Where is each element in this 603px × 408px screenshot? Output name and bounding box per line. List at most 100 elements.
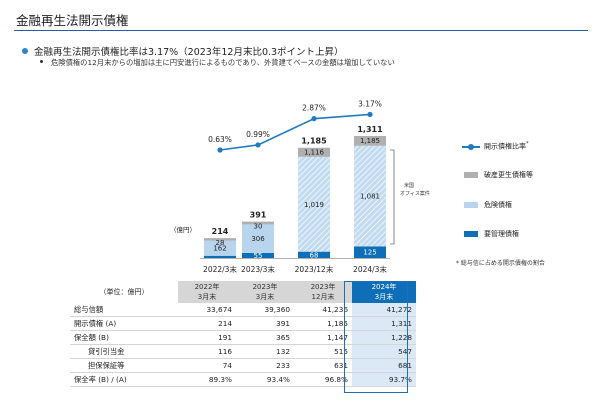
- table-cell: 93.7%: [352, 372, 416, 387]
- unit-label: （億円）: [170, 225, 196, 234]
- bar-value-label: 1,081: [360, 193, 380, 201]
- table-cell: 391: [236, 316, 294, 331]
- bar-segment: [298, 156, 330, 252]
- bar-value-label: 306: [251, 235, 265, 243]
- header-cell-highlight: 2024年 3月末: [352, 281, 416, 303]
- bracket-line: [390, 149, 395, 245]
- bullet-dot-icon: [22, 48, 28, 54]
- table-row: 貸引引当金 116 132 515 547: [70, 344, 416, 359]
- ratio-label: 0.63%: [208, 135, 232, 144]
- bracket-label: 米国: [404, 182, 414, 189]
- table-cell: 89.3%: [178, 372, 236, 387]
- table-cell: 631: [294, 358, 352, 373]
- legend-item-doubtful: 危険債権: [462, 200, 582, 212]
- bullet-dot-icon: [40, 60, 43, 63]
- legend-label: 破産更生債権等: [484, 171, 533, 179]
- bullet-secondary-text: 危険債権の12月末からの増加は主に円安進行によるものであり、外貨建てベースの金額…: [51, 58, 395, 67]
- footnote: * 総与信に占める開示債権の割合: [456, 260, 545, 267]
- bar-segment: [242, 221, 274, 225]
- table-cell: 1,147: [294, 330, 352, 345]
- row-label: 保全率 (B) / (A): [70, 372, 178, 387]
- table-cell: 681: [352, 358, 416, 373]
- header-cell: 2023年 12月末: [294, 281, 352, 303]
- table-cell: 365: [236, 330, 294, 345]
- table-row: 保全率 (B) / (A) 89.3% 93.4% 96.8% 93.7%: [70, 372, 416, 387]
- row-label: 担保保証等: [70, 358, 178, 373]
- table-cell: 1,185: [294, 316, 352, 331]
- table-row: 開示債権 (A) 214 391 1,185 1,311: [70, 316, 416, 331]
- x-tick-label: 2022/3末: [203, 264, 237, 274]
- light-blue-swatch-icon: [464, 202, 478, 208]
- legend-item-bankrupt: 破産更生債権等: [462, 170, 582, 182]
- blue-swatch-icon: [464, 231, 478, 237]
- bar-segment: [354, 145, 386, 247]
- table-cell: 41,272: [352, 303, 416, 317]
- bar-value-label: 28: [216, 239, 225, 247]
- table-cell: 116: [178, 344, 236, 359]
- bullet-secondary: 危険債権の12月末からの増加は主に円安進行によるものであり、外貨建てベースの金額…: [40, 58, 395, 68]
- table-cell: 41,236: [294, 303, 352, 317]
- row-label: 開示債権 (A): [70, 316, 178, 331]
- ratio-point: [255, 142, 261, 148]
- legend-label: 開示債権比率*: [484, 141, 529, 151]
- row-label: 貸引引当金: [70, 344, 178, 359]
- table-cell: 1,228: [352, 330, 416, 345]
- ratio-point: [217, 147, 223, 153]
- bar-segment: [242, 252, 274, 258]
- legend-label: 要管理債権: [484, 230, 519, 238]
- bar-value-label: 55: [254, 252, 263, 260]
- bar-value-label: 1,019: [304, 201, 324, 209]
- header-cell: 2023年 3月末: [236, 281, 294, 303]
- ratio-point: [311, 116, 317, 122]
- x-tick-label: 2023/12末: [295, 264, 334, 274]
- bar-segment: [204, 255, 236, 258]
- table-cell: 74: [178, 358, 236, 373]
- bar-segment: [354, 136, 386, 146]
- bullet-primary-text: 金融再生法開示債権比率は3.17%（2023年12月末比0.3ポイント上昇）: [34, 47, 344, 58]
- ratio-label: 2.87%: [302, 104, 326, 113]
- bar-segment: [354, 246, 386, 258]
- unit-label: （単位：億円）: [99, 288, 149, 296]
- bar-value-label: 162: [213, 245, 226, 253]
- bracket-label: オフィス案件: [400, 190, 430, 197]
- bar-total-label: 214: [212, 227, 229, 236]
- table-cell: 233: [236, 358, 294, 373]
- bar-total-label: 391: [250, 211, 267, 220]
- bar-total-label: 1,185: [301, 137, 327, 146]
- title-divider: [14, 30, 588, 31]
- bar-segment: [204, 238, 236, 241]
- table-cell: 93.4%: [236, 372, 294, 387]
- ratio-line: [219, 113, 371, 151]
- gray-swatch-icon: [464, 172, 478, 178]
- table-cell: 515: [294, 344, 352, 359]
- ratio-line-icon: [462, 143, 480, 150]
- row-label: 総与信額: [70, 303, 178, 317]
- table-cell: 33,674: [178, 303, 236, 317]
- table-cell: 214: [178, 316, 236, 331]
- header-cell: 2022年 3月末: [178, 281, 236, 303]
- bar-segment: [242, 224, 274, 253]
- bullet-primary: 金融再生法開示債権比率は3.17%（2023年12月末比0.3ポイント上昇）: [22, 44, 344, 58]
- bar-segment: [298, 147, 330, 157]
- table-cell: 96.8%: [294, 372, 352, 387]
- legend-label: 危険債権: [484, 201, 512, 209]
- ratio-label: 0.99%: [246, 130, 270, 139]
- bar-value-label: 30: [254, 223, 263, 231]
- ratio-point: [367, 111, 373, 118]
- x-tick-label: 2024/3末: [353, 264, 387, 274]
- bar-value-label: 1,116: [304, 149, 325, 157]
- x-tick-label: 2023/3末: [241, 264, 275, 274]
- table-header-row: （単位：億円） 2022年 3月末 2023年 3月末 2023年 12月末 2024…: [70, 281, 416, 303]
- bar-segment: [298, 251, 330, 258]
- table-cell: 547: [352, 344, 416, 359]
- page-title: 金融再生法開示債権: [16, 13, 129, 28]
- table-cell: 1,311: [352, 316, 416, 331]
- table-cell: 132: [236, 344, 294, 359]
- ratio-label: 3.17%: [358, 99, 382, 108]
- bar-segment: [204, 240, 236, 256]
- bar-value-label: 1,185: [360, 137, 380, 145]
- legend-item-ratio: 開示債権比率*: [462, 141, 582, 153]
- bar-value-label: 125: [363, 249, 376, 257]
- bar-value-label: 68: [310, 251, 319, 259]
